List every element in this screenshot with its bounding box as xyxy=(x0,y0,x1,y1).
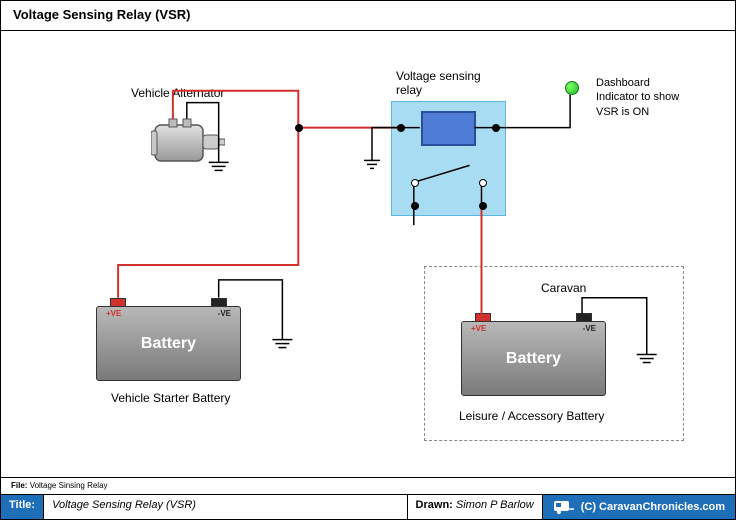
junction-dot xyxy=(295,124,303,132)
neg-terminal xyxy=(576,313,592,321)
relay-dot-br xyxy=(479,202,487,210)
starter-battery: Battery +VE -VE xyxy=(96,306,241,381)
drawn-label: Drawn: xyxy=(416,499,453,511)
pos-terminal xyxy=(110,298,126,306)
title-text: Voltage Sensing Relay (VSR) xyxy=(13,7,190,22)
leisure-battery-label: Leisure / Accessory Battery xyxy=(459,409,604,423)
page-title: Voltage Sensing Relay (VSR) xyxy=(1,1,735,31)
relay-dot-tl xyxy=(397,124,405,132)
starter-battery-label: Vehicle Starter Battery xyxy=(111,391,230,405)
relay-dot-bl xyxy=(411,202,419,210)
switch-term-l xyxy=(411,179,419,187)
neg-label: -VE xyxy=(583,324,596,333)
pos-label: +VE xyxy=(106,309,121,318)
leisure-battery: Battery +VE -VE xyxy=(461,321,606,396)
relay-label: Voltage sensing relay xyxy=(396,69,506,98)
copyright-text: (C) CaravanChronicles.com xyxy=(581,501,725,513)
diagram-page: Voltage Sensing Relay (VSR) Vehicle Alt xyxy=(0,0,736,520)
alternator xyxy=(151,109,225,186)
caravan-icon xyxy=(553,500,575,514)
footer-title-label: Title: xyxy=(1,495,44,519)
alternator-label: Vehicle Alternator xyxy=(131,86,224,100)
led-indicator xyxy=(565,81,579,95)
drawn-value: Simon P Barlow xyxy=(456,499,534,511)
file-line: File: Voltage Sinsing Relay xyxy=(1,477,735,495)
relay-coil xyxy=(421,111,476,146)
neg-label: -VE xyxy=(218,309,231,318)
indicator-line3: VSR is ON xyxy=(596,105,679,119)
relay-dot-tr xyxy=(492,124,500,132)
pos-label: +VE xyxy=(471,324,486,333)
file-label: File: xyxy=(11,481,27,490)
caravan-label: Caravan xyxy=(541,281,586,295)
footer: Title: Voltage Sensing Relay (VSR) Drawn… xyxy=(1,495,735,519)
footer-drawn: Drawn: Simon P Barlow xyxy=(407,495,542,519)
indicator-label: Dashboard Indicator to show VSR is ON xyxy=(596,76,679,119)
file-name: Voltage Sinsing Relay xyxy=(30,481,108,490)
pos-terminal xyxy=(475,313,491,321)
indicator-line1: Dashboard xyxy=(596,76,679,90)
neg-terminal xyxy=(211,298,227,306)
diagram-canvas: Vehicle Alternator Voltage sensing relay… xyxy=(1,31,735,477)
switch-term-r xyxy=(479,179,487,187)
footer-copyright: (C) CaravanChronicles.com xyxy=(542,495,735,519)
indicator-line2: Indicator to show xyxy=(596,90,679,104)
footer-title-value: Voltage Sensing Relay (VSR) xyxy=(44,495,406,519)
